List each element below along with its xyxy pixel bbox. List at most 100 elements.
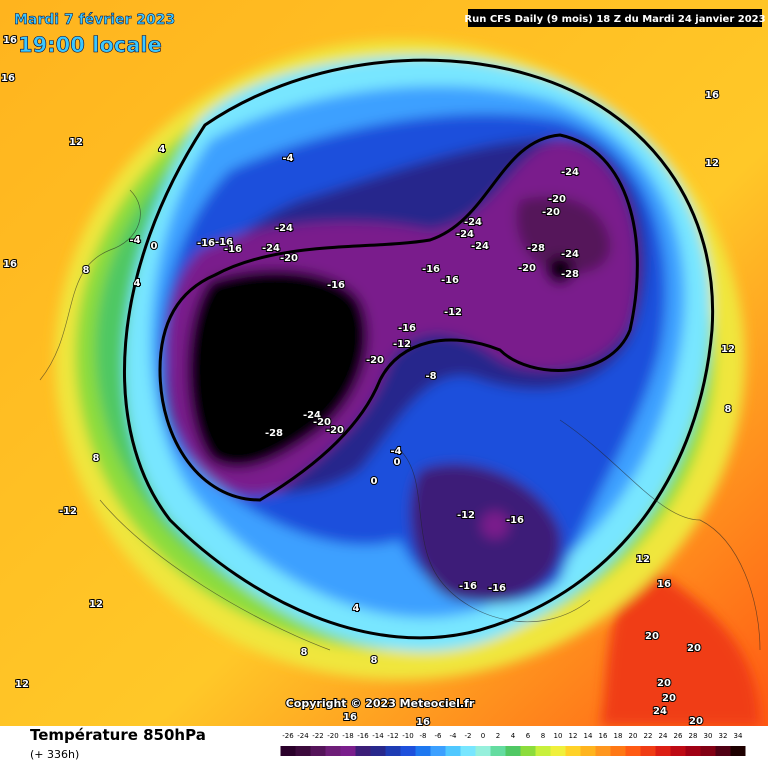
scale-swatch bbox=[385, 746, 401, 756]
contour-label: 16 bbox=[705, 90, 719, 101]
scale-label: 0 bbox=[481, 732, 485, 740]
scale-label: -18 bbox=[342, 732, 353, 740]
contour-label: 4 bbox=[134, 278, 141, 289]
scale-label: -2 bbox=[465, 732, 472, 740]
contour-label: 4 bbox=[353, 603, 360, 614]
scale-label: 6 bbox=[526, 732, 531, 740]
scale-swatch bbox=[640, 746, 656, 756]
scale-label: 24 bbox=[659, 732, 668, 740]
contour-label: -20 bbox=[518, 263, 536, 274]
contours bbox=[123, 58, 715, 640]
contour-label: 20 bbox=[657, 678, 671, 689]
scale-label: 30 bbox=[704, 732, 713, 740]
scale-label: 32 bbox=[719, 732, 728, 740]
scale-swatch bbox=[295, 746, 311, 756]
contour-label: -12 bbox=[393, 339, 411, 350]
scale-label: 28 bbox=[689, 732, 698, 740]
contour-label: -16 bbox=[215, 237, 233, 248]
scale-swatch bbox=[415, 746, 431, 756]
contour-label: 0 bbox=[394, 457, 401, 468]
run-box bbox=[468, 9, 762, 27]
contour-label: -4 bbox=[390, 446, 401, 457]
scale-swatch bbox=[430, 746, 446, 756]
footer-title: Température 850hPa bbox=[30, 726, 206, 744]
contour-label: -16 bbox=[506, 515, 524, 526]
contour-label: 20 bbox=[662, 693, 676, 704]
contour-label: -20 bbox=[548, 194, 566, 205]
scale-label: 14 bbox=[584, 732, 593, 740]
scale-swatch bbox=[655, 746, 671, 756]
contour-label: 12 bbox=[721, 344, 735, 355]
contour-label: -20 bbox=[280, 253, 298, 264]
scale-swatch bbox=[325, 746, 341, 756]
contour-label: 16 bbox=[1, 73, 15, 84]
local-time: 19:00 locale bbox=[18, 33, 162, 57]
scale-label: 22 bbox=[644, 732, 653, 740]
contour-label: -16 bbox=[398, 323, 416, 334]
contour-label: 20 bbox=[687, 643, 701, 654]
scale-label: -12 bbox=[387, 732, 398, 740]
contour-label: -16 bbox=[459, 581, 477, 592]
scale-swatch bbox=[280, 746, 296, 756]
contour-label: -8 bbox=[425, 371, 436, 382]
contour-label: -24 bbox=[456, 229, 474, 240]
scale-label: 8 bbox=[541, 732, 545, 740]
scale-swatch bbox=[400, 746, 416, 756]
contour-label: 16 bbox=[3, 259, 17, 270]
scale-swatch bbox=[715, 746, 731, 756]
scale-swatch bbox=[670, 746, 686, 756]
scale-label: 12 bbox=[569, 732, 578, 740]
contour-label: 12 bbox=[15, 679, 29, 690]
contour-label: -28 bbox=[265, 428, 283, 439]
scale-swatch bbox=[355, 746, 371, 756]
scale-label: -14 bbox=[372, 732, 384, 740]
scale-label: -24 bbox=[297, 732, 309, 740]
contour-label: -24 bbox=[561, 167, 579, 178]
contour-label: -16 bbox=[224, 244, 242, 255]
scale-swatch bbox=[685, 746, 701, 756]
contour-label: -16 bbox=[327, 280, 345, 291]
contour-label: -24 bbox=[262, 243, 280, 254]
contour-label: 0 bbox=[151, 241, 158, 252]
contour-label: 12 bbox=[69, 137, 83, 148]
scale-label: 10 bbox=[554, 732, 563, 740]
contour-label: 16 bbox=[416, 717, 430, 726]
contour-label: -24 bbox=[275, 223, 293, 234]
scale-label: 18 bbox=[614, 732, 623, 740]
scale-swatch bbox=[505, 746, 521, 756]
contour-label: 8 bbox=[301, 647, 308, 658]
scale-swatch bbox=[700, 746, 716, 756]
scale-label: 2 bbox=[496, 732, 500, 740]
contour-label: -24 bbox=[464, 217, 482, 228]
scale-label: 20 bbox=[629, 732, 638, 740]
contour-label: -12 bbox=[444, 307, 462, 318]
contour-label: -24 bbox=[303, 410, 321, 421]
contour-label: 24 bbox=[653, 706, 667, 717]
contour-label: -28 bbox=[561, 269, 579, 280]
contour-label: 8 bbox=[83, 265, 90, 276]
scale-swatch bbox=[370, 746, 386, 756]
contour-label: 16 bbox=[3, 35, 17, 46]
scale-label: -4 bbox=[450, 732, 458, 740]
contour-label: -16 bbox=[197, 238, 215, 249]
scale-swatch bbox=[565, 746, 581, 756]
contour-label: 16 bbox=[343, 712, 357, 723]
contour-label: 8 bbox=[371, 655, 378, 666]
scale-label: 34 bbox=[734, 732, 743, 740]
contour-label: 4 bbox=[159, 144, 166, 155]
copyright: Copyright © 2023 Meteociel.fr bbox=[286, 697, 475, 710]
contour-label: -16 bbox=[422, 264, 440, 275]
contour-label: -24 bbox=[561, 249, 579, 260]
scale-label: -6 bbox=[435, 732, 443, 740]
contour-label: -12 bbox=[59, 506, 77, 517]
date: Mardi 7 février 2023 bbox=[14, 12, 175, 28]
scale-swatch bbox=[730, 746, 746, 756]
scale-swatch bbox=[625, 746, 641, 756]
contour-label: -20 bbox=[313, 417, 331, 428]
scale-swatch bbox=[310, 746, 326, 756]
contour-label: 8 bbox=[93, 453, 100, 464]
contour-label: -20 bbox=[366, 355, 384, 366]
run-info: Run CFS Daily (9 mois) 18 Z du Mardi 24 … bbox=[464, 14, 765, 25]
